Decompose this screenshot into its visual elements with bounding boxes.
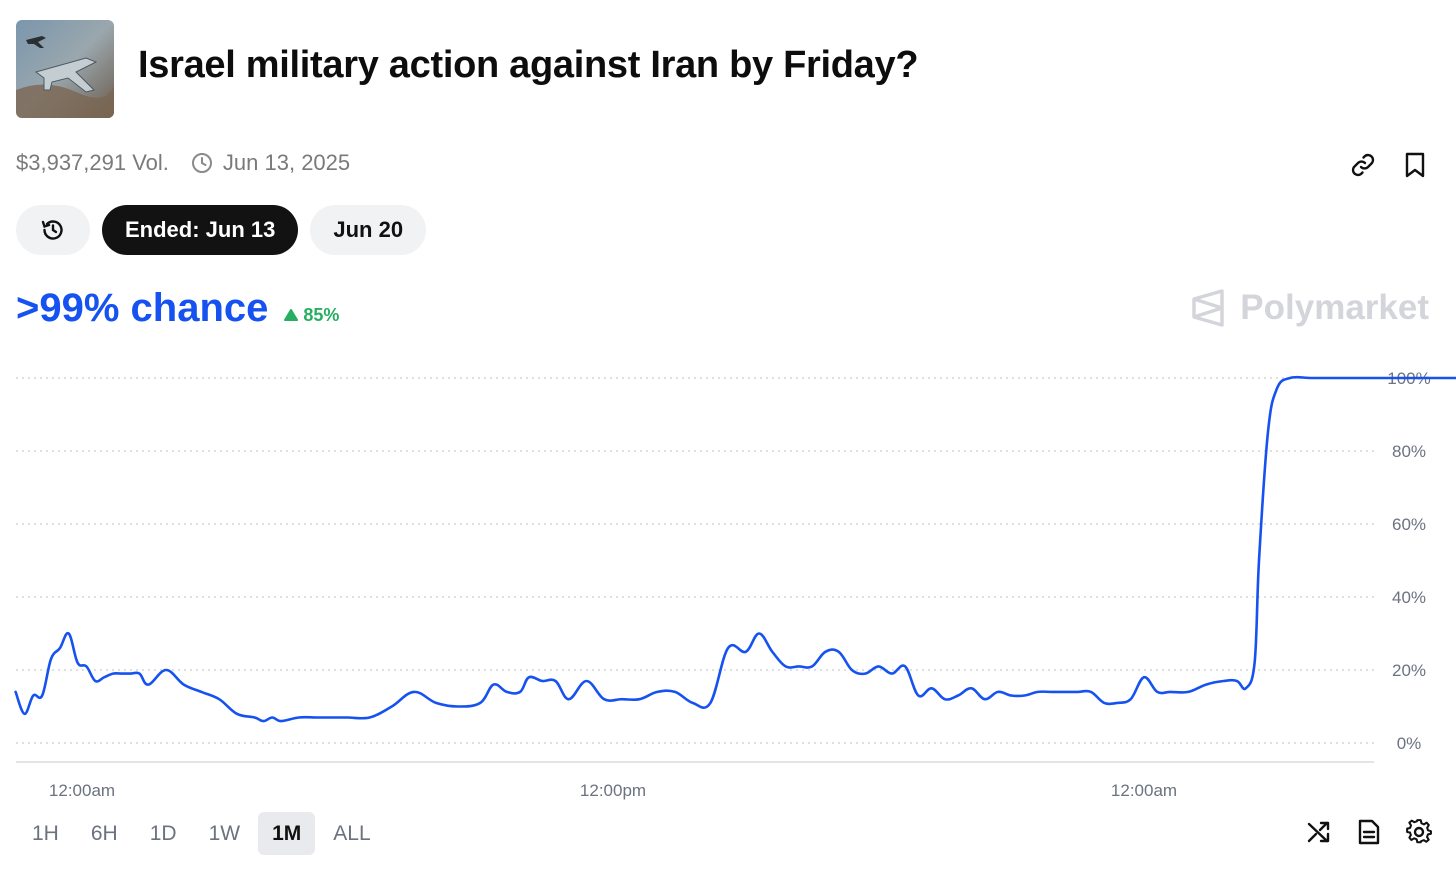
polymarket-logo-icon [1192,289,1225,327]
x-axis-ticks: 12:00am 12:00pm 12:00am [49,781,1177,800]
document-icon[interactable] [1354,817,1384,847]
chance-delta: 85% [284,305,339,326]
market-thumbnail [16,20,114,118]
bookmark-icon[interactable] [1400,150,1430,180]
volume-text: $3,937,291 Vol. [16,150,169,175]
range-1h[interactable]: 1H [32,821,59,845]
x-tick-label: 12:00pm [580,781,646,800]
chance-delta-value: 85% [303,304,340,325]
end-date-text: Jun 13, 2025 [222,150,351,175]
y-tick-label: 60% [1392,515,1426,534]
top-actions [1348,150,1430,180]
polymarket-brand: Polymarket [1190,288,1429,328]
history-button[interactable] [16,205,90,255]
ended-date-pill[interactable]: Ended: Jun 13 [102,205,299,255]
history-icon [41,220,63,240]
date-pills: Ended: Jun 13 Jun 20 [16,205,427,255]
fighter-jet-image [16,20,114,118]
link-icon[interactable] [1348,150,1378,180]
chance-value: >99% chance [16,286,269,330]
shuffle-icon[interactable] [1304,817,1334,847]
range-1m[interactable]: 1M [258,812,316,855]
probability-chart: 0%20%40%60%80%100% 12:00am 12:00pm 12:00am [14,369,1456,800]
range-1d[interactable]: 1D [149,821,177,845]
x-tick-label: 12:00am [49,781,115,800]
y-tick-label: 20% [1392,661,1426,680]
x-tick-label: 12:00am [1111,781,1177,800]
next-date-pill[interactable]: Jun 20 [310,205,427,255]
time-range-selector: 1H 6H 1D 1W 1M ALL [18,812,385,855]
market-title: Israel military action against Iran by F… [138,44,919,86]
triangle-up-icon [284,309,299,321]
y-tick-label: 0% [1397,734,1422,753]
chart-tools [1304,817,1434,847]
range-1w[interactable]: 1W [208,821,241,845]
y-tick-label: 40% [1392,588,1426,607]
chart-grid [16,377,1374,744]
brand-name: Polymarket [1240,288,1429,327]
y-axis-ticks: 0%20%40%60%80%100% [1387,369,1430,753]
range-all[interactable]: ALL [333,821,371,845]
clock-icon [191,152,213,174]
y-tick-label: 80% [1392,442,1426,461]
range-6h[interactable]: 6H [90,821,118,845]
series-line [14,375,1456,723]
chance-headline: >99% chance 85% [16,286,339,331]
market-meta: $3,937,291 Vol. Jun 13, 2025 [16,150,350,176]
gear-icon[interactable] [1404,817,1434,847]
